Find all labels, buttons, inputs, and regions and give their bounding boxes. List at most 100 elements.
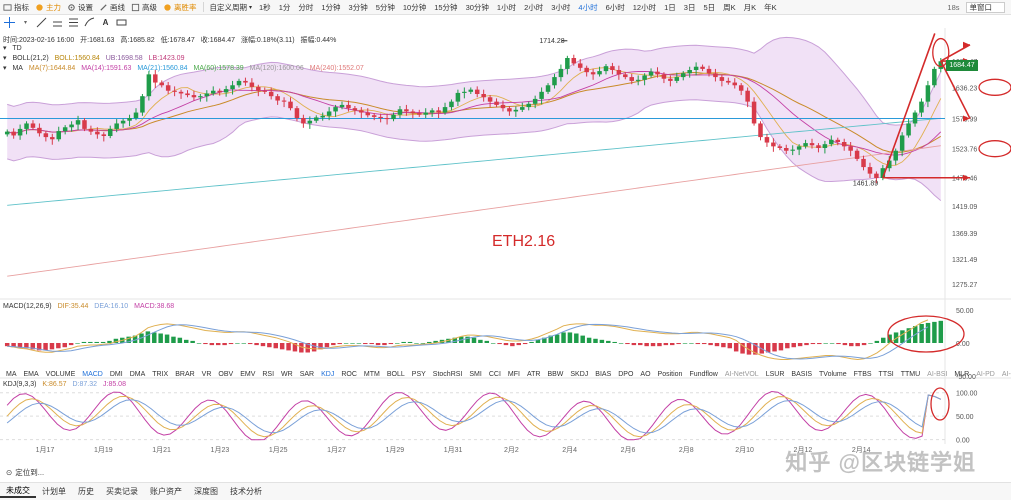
period-9[interactable]: 1小时 — [496, 2, 517, 12]
indicator-tab-30[interactable]: Fundflow — [689, 370, 718, 378]
chevron-down-icon[interactable]: ▾ — [23, 19, 27, 26]
indicator-tab-28[interactable]: AO — [640, 370, 651, 378]
crosshair-icon[interactable] — [3, 16, 16, 28]
period-13[interactable]: 6小时 — [605, 2, 625, 12]
indicator-tab-22[interactable]: MFI — [507, 370, 520, 378]
indicator-tab-33[interactable]: BASIS — [791, 370, 813, 378]
locate-control[interactable]: ⊙ 定位到... — [6, 467, 44, 478]
period-12[interactable]: 4小时 — [578, 2, 598, 12]
bottom-tab-3[interactable]: 买卖记录 — [106, 487, 138, 496]
indicator-tab-29[interactable]: Position — [657, 370, 683, 378]
period-0[interactable]: 1秒 — [259, 2, 271, 12]
bottom-tab-1[interactable]: 计划单 — [42, 487, 66, 496]
period-14[interactable]: 12小时 — [632, 2, 657, 12]
custom-period-dropdown[interactable]: 自定义周期 ▾ — [207, 0, 256, 14]
bottom-tab-0[interactable]: 未成交 — [0, 485, 36, 498]
indicator-tab-24[interactable]: BBW — [547, 370, 564, 378]
indicator-tab-38[interactable]: AI-BSI — [927, 370, 948, 378]
text-icon[interactable]: A — [102, 17, 109, 27]
bottom-tab-4[interactable]: 账户资产 — [150, 487, 182, 496]
period-3[interactable]: 1分钟 — [321, 2, 341, 12]
indicator-tab-2[interactable]: VOLUME — [45, 370, 76, 378]
macd-dea-line — [7, 323, 929, 360]
indicator-tab-41[interactable]: AI-FDI — [1001, 370, 1011, 378]
indicator-tab-23[interactable]: ATR — [526, 370, 541, 378]
indicator-tab-21[interactable]: CCI — [488, 370, 501, 378]
brush-icon[interactable] — [83, 16, 96, 28]
indicator-tab-4[interactable]: DMI — [109, 370, 123, 378]
indicator-tab-6[interactable]: TRIX — [152, 370, 169, 378]
macd-histogram-bar — [548, 335, 553, 343]
refresh-time: 18s — [947, 3, 960, 12]
collapse-icon[interactable]: ▾ — [3, 45, 7, 52]
period-8[interactable]: 30分钟 — [465, 2, 489, 12]
window-mode-select[interactable]: 单窗口 — [965, 2, 1005, 13]
chart-annotation: ETH2.16 — [492, 233, 556, 250]
indicator-tab-27[interactable]: DPO — [618, 370, 634, 378]
kdj-k: K:86.57 — [42, 381, 67, 388]
period-5[interactable]: 5分钟 — [375, 2, 395, 12]
indicator-tab-19[interactable]: StochRSI — [432, 370, 463, 378]
measure-icon[interactable] — [115, 16, 128, 28]
indicator-tab-9[interactable]: OBV — [218, 370, 234, 378]
toolbar-item-main[interactable]: 主力 — [32, 0, 64, 14]
indicator-tab-31[interactable]: AI-NetVOL — [724, 370, 759, 378]
toolbar-item-settings[interactable]: 设置 — [64, 0, 96, 14]
period-15[interactable]: 1日 — [664, 2, 676, 12]
fib-icon[interactable] — [67, 16, 80, 28]
indicator-tab-12[interactable]: WR — [281, 370, 293, 378]
indicator-tab-39[interactable]: MLR — [954, 370, 970, 378]
indicator-tab-11[interactable]: RSI — [262, 370, 275, 378]
candle-body — [391, 114, 396, 120]
indicator-tab-34[interactable]: TVolume — [819, 370, 847, 378]
toolbar-item-draw[interactable]: 画线 — [96, 0, 128, 14]
indicator-tab-8[interactable]: VR — [201, 370, 212, 378]
period-11[interactable]: 3小时 — [551, 2, 571, 12]
bottom-tab-2[interactable]: 历史 — [78, 487, 94, 496]
ray-icon[interactable] — [51, 16, 64, 28]
period-6[interactable]: 10分钟 — [402, 2, 427, 12]
indicator-tab-7[interactable]: BRAR — [175, 370, 195, 378]
period-10[interactable]: 2小时 — [524, 2, 544, 12]
indicator-tab-32[interactable]: LSUR — [765, 370, 785, 378]
period-4[interactable]: 3分钟 — [348, 2, 368, 12]
indicator-tab-13[interactable]: SAR — [299, 370, 315, 378]
indicator-tab-36[interactable]: TTSI — [878, 370, 894, 378]
period-17[interactable]: 5日 — [703, 2, 716, 12]
indicator-tab-25[interactable]: SKDJ — [570, 370, 589, 378]
toolbar-item-indicator[interactable]: 指标 — [0, 0, 32, 14]
annotation-circle — [978, 78, 1011, 96]
indicator-tab-14[interactable]: KDJ — [321, 370, 335, 378]
indicator-tab-10[interactable]: EMV — [240, 370, 256, 378]
indicator-tab-5[interactable]: DMA — [129, 370, 146, 378]
indicator-tab-18[interactable]: PSY — [411, 370, 426, 378]
indicator-tab-20[interactable]: SMI — [469, 370, 482, 378]
toolbar-item-label: 主力 — [46, 2, 61, 12]
indicator-tab-1[interactable]: EMA — [23, 370, 39, 378]
indicator-tab-15[interactable]: ROC — [341, 370, 357, 378]
indicator-tab-0[interactable]: MA — [6, 370, 17, 378]
collapse-icon[interactable]: ▾ — [3, 65, 7, 72]
trendline-icon[interactable] — [35, 16, 48, 28]
period-16[interactable]: 3日 — [683, 2, 696, 12]
period-20[interactable]: 年K — [764, 2, 777, 12]
toolbar-item-winrate[interactable]: 离胜率 — [160, 0, 200, 14]
indicator-tab-40[interactable]: AI-PD — [976, 370, 995, 378]
bottom-tab-5[interactable]: 深度图 — [194, 487, 218, 496]
indicator-tab-3[interactable]: MACD — [82, 370, 103, 378]
indicator-tab-16[interactable]: MTM — [363, 370, 380, 378]
period-7[interactable]: 15分钟 — [434, 2, 458, 12]
period-1[interactable]: 1分 — [278, 2, 291, 12]
indicator-tab-17[interactable]: BOLL — [386, 370, 405, 378]
period-2[interactable]: 分时 — [298, 2, 314, 12]
indicator-tab-37[interactable]: TTMU — [900, 370, 921, 378]
toolbar-item-advanced[interactable]: 高级 — [128, 0, 160, 14]
period-19[interactable]: 月K — [743, 2, 757, 12]
bottom-tab-6[interactable]: 技术分析 — [230, 487, 262, 496]
period-18[interactable]: 周K — [723, 2, 736, 12]
indicator-tab-35[interactable]: FTBS — [853, 370, 872, 378]
collapse-icon[interactable]: ▾ — [3, 55, 7, 62]
candle-body — [912, 112, 918, 124]
indicator-tab-26[interactable]: BIAS — [595, 370, 612, 378]
